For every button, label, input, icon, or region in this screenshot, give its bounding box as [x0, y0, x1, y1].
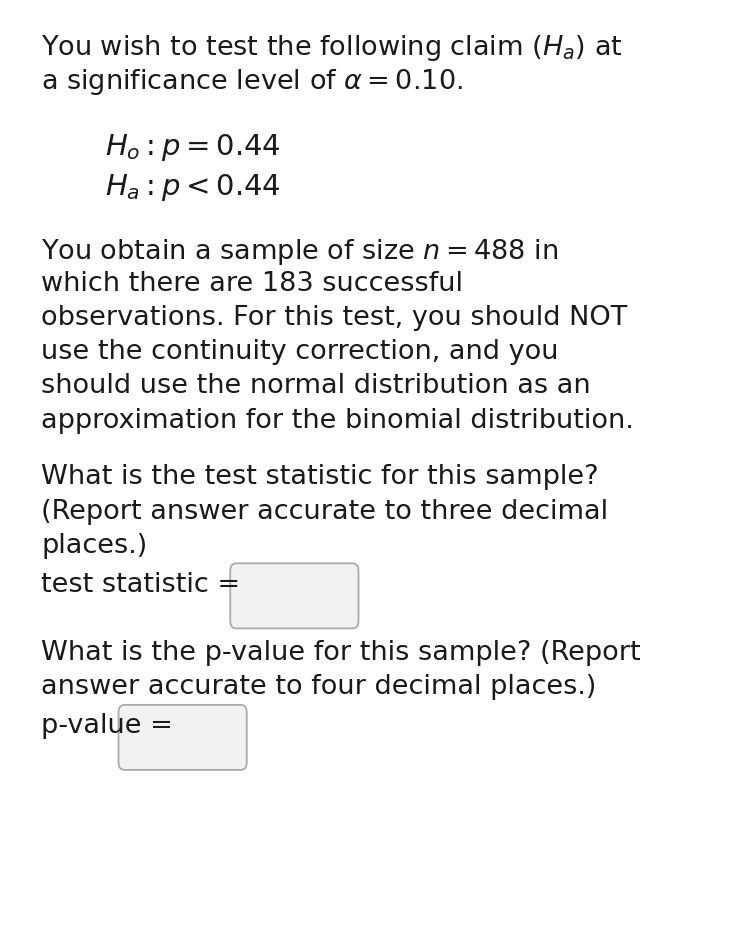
- Text: You obtain a sample of size $n = 488$ in: You obtain a sample of size $n = 488$ in: [41, 237, 559, 267]
- FancyBboxPatch shape: [230, 563, 358, 628]
- Text: observations. For this test, you should NOT: observations. For this test, you should …: [41, 305, 628, 331]
- Text: use the continuity correction, and you: use the continuity correction, and you: [41, 339, 559, 365]
- Text: answer accurate to four decimal places.): answer accurate to four decimal places.): [41, 674, 597, 701]
- FancyBboxPatch shape: [118, 704, 247, 769]
- Text: places.): places.): [41, 533, 148, 559]
- Text: which there are 183 successful: which there are 183 successful: [41, 271, 463, 297]
- Text: What is the test statistic for this sample?: What is the test statistic for this samp…: [41, 465, 598, 490]
- Text: (Report answer accurate to three decimal: (Report answer accurate to three decimal: [41, 499, 608, 524]
- Text: $H_a : p < 0.44$: $H_a : p < 0.44$: [105, 172, 280, 203]
- Text: $H_o : p = 0.44$: $H_o : p = 0.44$: [105, 132, 280, 163]
- Text: a significance level of $\alpha = 0.10$.: a significance level of $\alpha = 0.10$.: [41, 67, 463, 97]
- Text: test statistic =: test statistic =: [41, 571, 240, 598]
- Text: should use the normal distribution as an: should use the normal distribution as an: [41, 373, 591, 399]
- Text: approximation for the binomial distribution.: approximation for the binomial distribut…: [41, 407, 634, 434]
- Text: p-value =: p-value =: [41, 713, 173, 739]
- Text: What is the p-value for this sample? (Report: What is the p-value for this sample? (Re…: [41, 640, 640, 666]
- Text: You wish to test the following claim ($H_a$) at: You wish to test the following claim ($H…: [41, 33, 623, 63]
